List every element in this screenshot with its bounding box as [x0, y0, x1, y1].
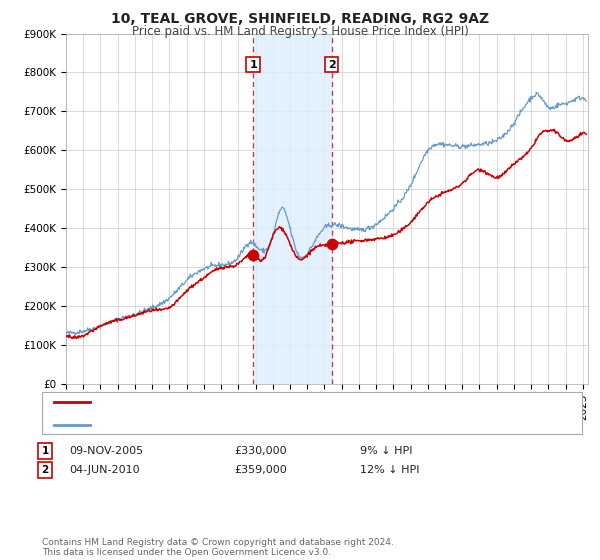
Text: 10, TEAL GROVE, SHINFIELD, READING, RG2 9AZ (detached house): 10, TEAL GROVE, SHINFIELD, READING, RG2 … — [99, 397, 473, 407]
Point — [248, 251, 258, 260]
Text: Contains HM Land Registry data © Crown copyright and database right 2024.
This d: Contains HM Land Registry data © Crown c… — [42, 538, 394, 557]
Text: 2: 2 — [328, 60, 335, 69]
Text: HPI: Average price, detached house, Wokingham: HPI: Average price, detached house, Woki… — [99, 421, 371, 430]
Text: 10, TEAL GROVE, SHINFIELD, READING, RG2 9AZ: 10, TEAL GROVE, SHINFIELD, READING, RG2 … — [111, 12, 489, 26]
Text: 2: 2 — [41, 465, 49, 475]
Text: 1: 1 — [41, 446, 49, 456]
Text: 12% ↓ HPI: 12% ↓ HPI — [360, 465, 419, 475]
Point — [327, 240, 337, 249]
Bar — [253, 34, 332, 384]
Text: 09-NOV-2005: 09-NOV-2005 — [69, 446, 143, 456]
Text: £330,000: £330,000 — [234, 446, 287, 456]
Text: 1: 1 — [249, 60, 257, 69]
Text: 9% ↓ HPI: 9% ↓ HPI — [360, 446, 413, 456]
Text: 04-JUN-2010: 04-JUN-2010 — [69, 465, 140, 475]
Text: £359,000: £359,000 — [234, 465, 287, 475]
Text: Price paid vs. HM Land Registry's House Price Index (HPI): Price paid vs. HM Land Registry's House … — [131, 25, 469, 38]
